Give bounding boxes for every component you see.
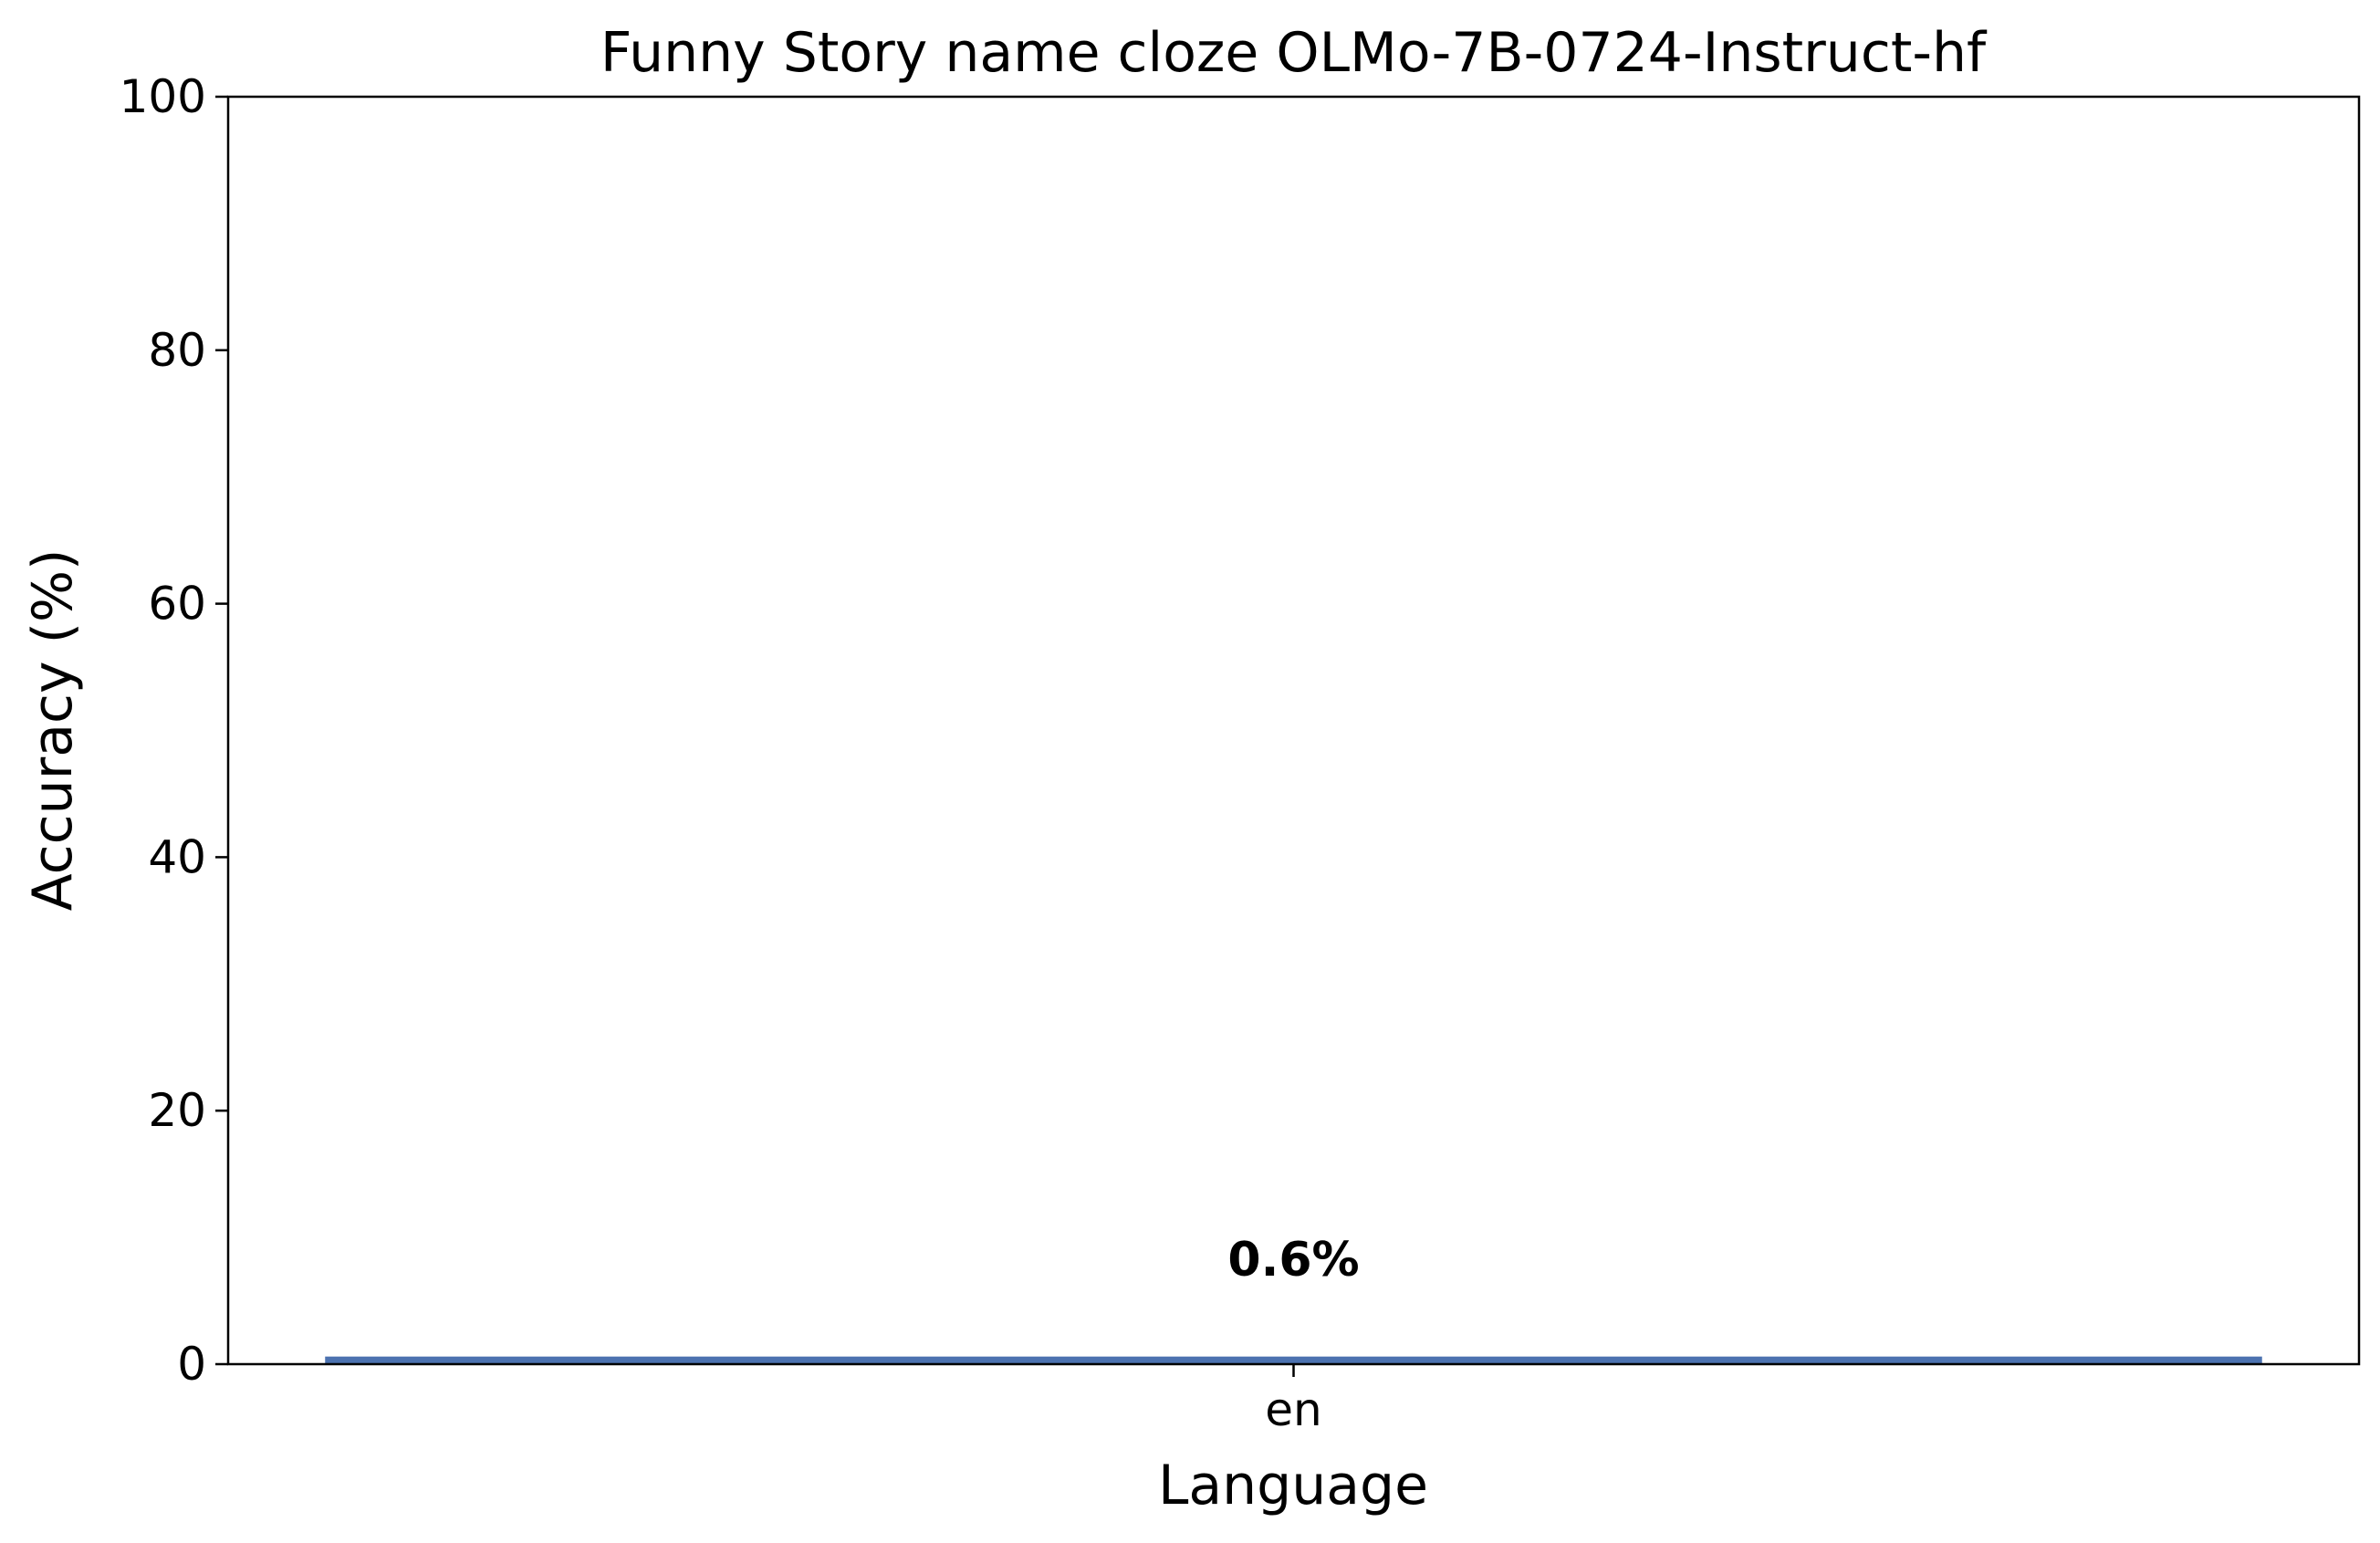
y-tick-label: 60: [148, 578, 206, 631]
y-tick-label: 100: [120, 70, 206, 123]
bar-en: [325, 1356, 2262, 1364]
data-label-en: 0.6%: [1227, 1233, 1359, 1288]
y-tick-label: 80: [148, 324, 206, 377]
y-tick-label: 40: [148, 830, 206, 883]
bars-group: [325, 1356, 2262, 1364]
plot-frame: [226, 95, 2361, 1366]
x-tick-label-en: en: [1265, 1383, 1321, 1436]
y-axis-ticks: 0 20 40 60 80 100: [120, 70, 228, 1391]
y-axis-label: Accuracy (%): [21, 549, 85, 912]
y-tick-label: 20: [148, 1084, 206, 1137]
x-axis-ticks: en: [1265, 1364, 1322, 1436]
y-tick-label: 0: [177, 1338, 206, 1391]
x-axis-label: Language: [1158, 1454, 1428, 1517]
chart-title: Funny Story name cloze OLMo-7B-0724-Inst…: [600, 21, 1988, 85]
data-labels-group: 0.6%: [1227, 1233, 1359, 1288]
